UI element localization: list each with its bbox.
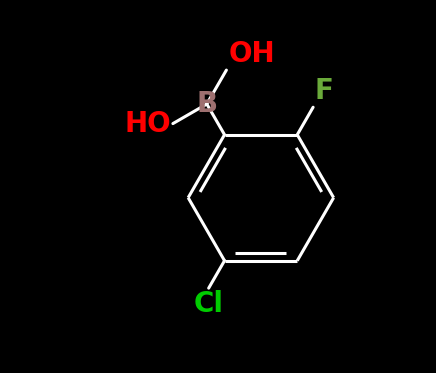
Text: HO: HO	[124, 110, 171, 138]
Text: Cl: Cl	[194, 290, 224, 318]
Text: OH: OH	[228, 40, 275, 68]
Text: F: F	[315, 77, 334, 106]
Text: B: B	[196, 90, 218, 118]
